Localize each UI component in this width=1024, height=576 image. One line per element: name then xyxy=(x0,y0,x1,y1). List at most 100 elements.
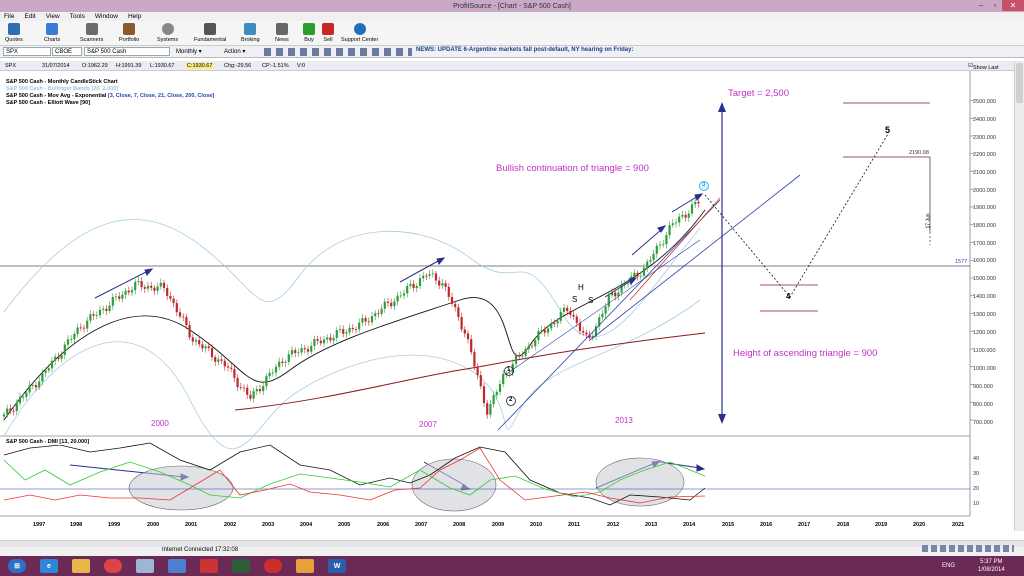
candle-body xyxy=(70,339,73,340)
menu-help[interactable]: Help xyxy=(127,13,142,20)
fundamental-button[interactable]: Fundamental xyxy=(194,23,226,43)
candle-body xyxy=(601,313,604,318)
menu-file[interactable]: File xyxy=(4,13,15,20)
symbol-input[interactable]: SPX xyxy=(3,47,51,56)
trend-arrow-1999 xyxy=(94,270,149,299)
candle-body xyxy=(591,336,594,338)
candle-body xyxy=(108,305,111,312)
ohlc-change: Chg:-29.56 xyxy=(224,63,252,69)
menu-view[interactable]: View xyxy=(45,13,60,20)
word-icon[interactable]: W xyxy=(328,559,346,573)
height-annotation: Height of ascending triangle = 900 xyxy=(733,348,878,359)
calculator-icon[interactable] xyxy=(136,559,154,573)
menu-window[interactable]: Window xyxy=(94,13,118,20)
vertical-scrollbar[interactable] xyxy=(1014,61,1024,531)
trend-arrow-2013 xyxy=(631,228,663,256)
scrollbar-thumb[interactable] xyxy=(1016,63,1023,103)
candle-body xyxy=(569,311,572,315)
ohlc-open: O:1962.29 xyxy=(82,63,108,69)
maximize-button[interactable]: ▫ xyxy=(993,1,997,10)
news-button[interactable]: News xyxy=(275,23,289,43)
price-chart[interactable] xyxy=(0,71,1014,531)
exchange-field[interactable]: CBOE xyxy=(52,47,82,56)
candle-body xyxy=(598,317,601,327)
y-tick-2000: 2000.000 xyxy=(973,188,996,194)
support-center-button[interactable]: Support Center xyxy=(341,23,378,43)
candle-body xyxy=(649,259,652,262)
language-indicator[interactable]: ENG xyxy=(942,563,956,569)
y-tick-900: 900.000 xyxy=(973,384,993,390)
start-icon[interactable]: ⊞ xyxy=(8,559,26,573)
wave-1-label: 1 xyxy=(507,367,511,373)
wave-4-label: 4 xyxy=(786,292,791,301)
candle-body xyxy=(367,321,370,323)
candle-body xyxy=(287,354,290,362)
folder-icon[interactable] xyxy=(296,559,314,573)
explorer-icon[interactable] xyxy=(72,559,90,573)
candle-body xyxy=(92,314,95,316)
candle-body xyxy=(322,339,326,344)
app-icon[interactable] xyxy=(168,559,186,573)
x-tick-2000: 2000 xyxy=(147,522,160,528)
menu-tools[interactable]: Tools xyxy=(69,13,85,20)
chart-tool-icons[interactable] xyxy=(264,48,412,56)
systems-button[interactable]: Systems xyxy=(157,23,178,43)
security-name-field[interactable]: S&P 500 Cash xyxy=(84,47,170,56)
broking-button[interactable]: Broking xyxy=(241,23,260,43)
period-select[interactable]: Monthly ▾ xyxy=(176,48,202,56)
profitsource-taskbar-icon[interactable] xyxy=(264,559,282,573)
buy-button[interactable]: Buy xyxy=(303,23,315,43)
sell-button[interactable]: Sell xyxy=(322,23,334,43)
candle-body xyxy=(95,315,98,316)
candle-body xyxy=(226,366,230,368)
horizontal-scrollbar[interactable] xyxy=(0,541,1024,547)
candle-body xyxy=(524,349,527,356)
ohlc-volume: V:0 xyxy=(297,63,306,69)
app3-icon[interactable] xyxy=(232,559,250,573)
candle-body xyxy=(143,287,146,289)
y-tick-1900: 1900.000 xyxy=(973,205,996,211)
x-tick-2016: 2016 xyxy=(760,522,773,528)
clock[interactable]: 5:37 PM 1/08/2014 xyxy=(978,559,1005,573)
minimize-button[interactable]: – xyxy=(978,1,984,10)
y-tick-1400: 1400.000 xyxy=(973,294,996,300)
year-label-2000: 2000 xyxy=(151,419,169,428)
candle-body xyxy=(447,286,450,297)
charts-button[interactable]: Charts xyxy=(44,23,60,43)
ie-icon[interactable]: e xyxy=(40,559,58,573)
app2-icon[interactable] xyxy=(200,559,218,573)
candle-body xyxy=(639,275,642,277)
wave-2-circle xyxy=(506,396,516,406)
ohlc-change-percent: CP:-1.51% xyxy=(262,63,289,69)
news-ticker[interactable]: NEWS: UPDATE 6-Argentine markets fall po… xyxy=(416,47,634,53)
navigation-buttons[interactable] xyxy=(922,545,1014,552)
candle-body xyxy=(210,348,214,358)
chrome-icon[interactable] xyxy=(104,559,122,573)
candle-body xyxy=(521,355,524,357)
menu-bar: File Edit View Tools Window Help xyxy=(0,12,1024,21)
candle-body xyxy=(130,290,134,293)
scanners-button[interactable]: Scanners xyxy=(80,23,103,43)
candle-body xyxy=(41,372,44,382)
window-title: ProfitSource - [Chart - S&P 500 Cash] xyxy=(453,2,571,10)
portfolio-button[interactable]: Portfolio xyxy=(119,23,139,43)
show-last-checkbox[interactable]: ☑ Show Last xyxy=(968,63,999,71)
x-tick-2010: 2010 xyxy=(530,522,543,528)
candle-body xyxy=(482,386,486,404)
legend-ema: S&P 500 Cash - Mov Avg - Exponential [3,… xyxy=(6,93,215,99)
quotes-button[interactable]: Quotes xyxy=(5,23,23,43)
price-line-label: 1577 xyxy=(955,259,968,265)
x-tick-2006: 2006 xyxy=(377,522,390,528)
action-menu[interactable]: Action ▾ xyxy=(224,48,246,56)
dmi-tick-40: 40 xyxy=(973,456,980,462)
candlestick-series xyxy=(2,198,700,421)
candle-body xyxy=(278,361,281,367)
menu-edit[interactable]: Edit xyxy=(24,13,36,20)
candle-body xyxy=(687,213,690,218)
main-toolbar: Quotes Charts Scanners Portfolio Systems… xyxy=(0,21,1024,46)
candle-body xyxy=(697,201,700,204)
candle-body xyxy=(546,328,550,333)
close-button[interactable]: ✕ xyxy=(1002,0,1024,11)
y-tick-1700: 1700.000 xyxy=(973,241,996,247)
candle-body xyxy=(396,295,399,302)
